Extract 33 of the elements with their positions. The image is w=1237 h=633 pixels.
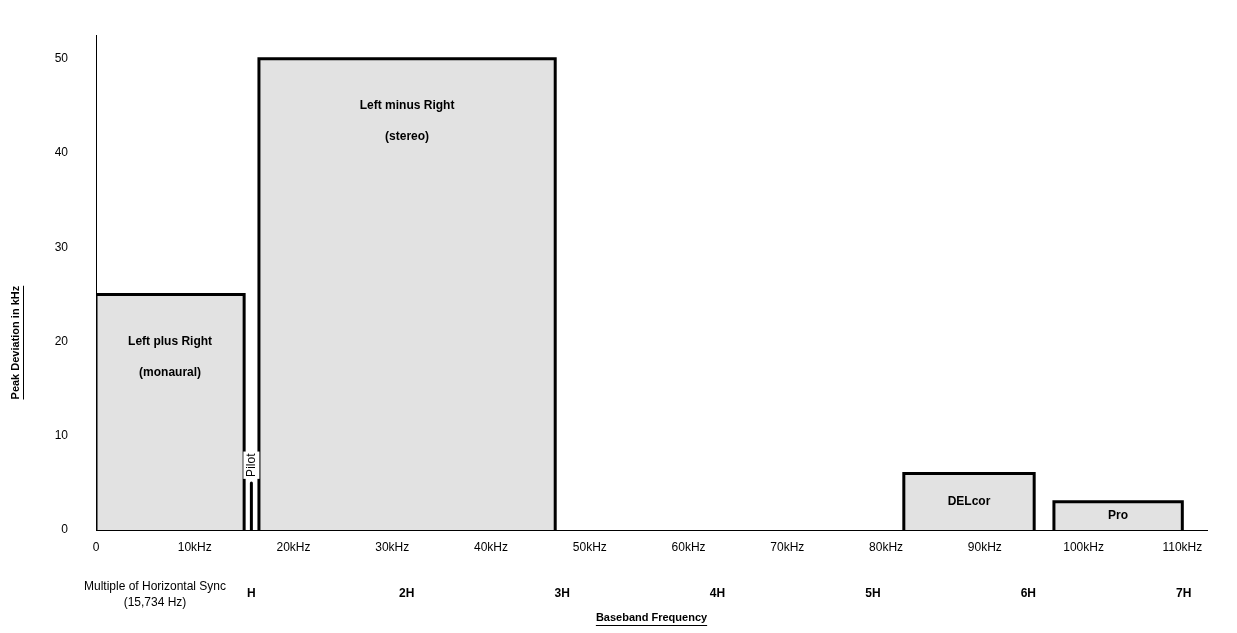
x2-tick-label: 4H <box>709 585 726 600</box>
y-tick-label: 10 <box>54 428 69 443</box>
x-tick-label: 0 <box>92 539 100 554</box>
x-tick-label: 90kHz <box>967 539 1002 554</box>
x-axis-title: Baseband Frequency <box>595 611 709 624</box>
y-tick-label: 40 <box>54 145 69 160</box>
x-tick-label: 70kHz <box>770 539 805 554</box>
x-tick-label: 40kHz <box>474 539 509 554</box>
x2-tick-label: H <box>247 585 256 600</box>
x-tick-label: 100kHz <box>1063 539 1104 554</box>
x2-tick-label: 5H <box>865 585 881 600</box>
x2-tick-label: 2H <box>399 585 415 600</box>
x-tick-label: 50kHz <box>572 539 607 554</box>
series-label: DELcor <box>947 494 991 509</box>
text: Pilot <box>243 452 258 477</box>
x2-tick-label: 7H <box>1176 585 1192 600</box>
x-tick-label: 30kHz <box>375 539 410 554</box>
y-tick-label: 20 <box>54 333 69 348</box>
y-axis-title: Peak Deviation in kHz <box>9 285 22 400</box>
x2-tick-label: 3H <box>554 585 570 600</box>
text: Left plus Right (monaural) <box>128 333 213 379</box>
y-tick-label: 0 <box>61 522 69 537</box>
x-tick-label: 60kHz <box>671 539 706 554</box>
y-tick-label: 50 <box>54 51 69 66</box>
x2-axis-title: Multiple of Horizontal Sync (15,734 Hz) <box>83 579 227 610</box>
x-tick-label: 110kHz <box>1162 539 1203 554</box>
series-label: Pro <box>1108 508 1129 523</box>
y-tick-label: 30 <box>54 239 69 254</box>
x2-tick-label: 6H <box>1020 585 1036 600</box>
x-tick-label: 80kHz <box>869 539 904 554</box>
x-tick-label: 10kHz <box>177 539 212 554</box>
x-tick-label: 20kHz <box>276 539 311 554</box>
text: Left minus Right (stereo) <box>359 98 455 144</box>
